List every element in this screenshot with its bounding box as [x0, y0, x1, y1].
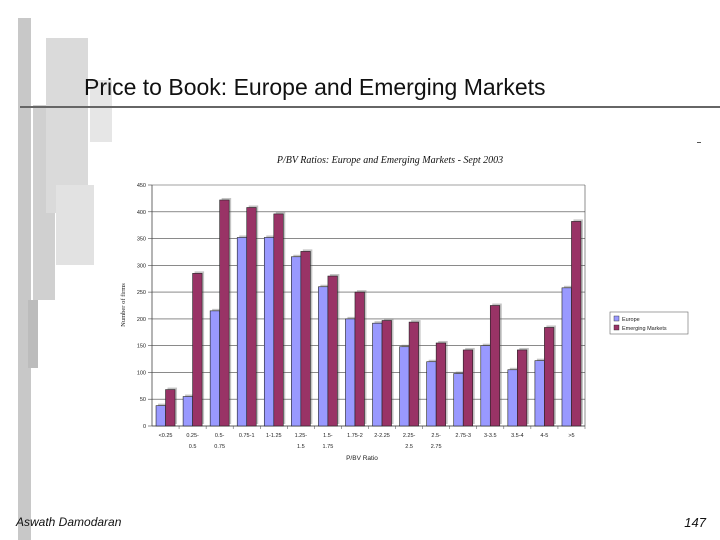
bar-emerging-markets [246, 207, 257, 427]
x-tick-label: 0.5- [215, 433, 225, 439]
x-tick-label: 2.75 [431, 444, 442, 450]
bar-emerging-markets [408, 321, 419, 427]
decorative-bar [56, 185, 94, 265]
bar-europe [426, 361, 437, 427]
bar-europe [372, 322, 383, 427]
x-tick-label: 1.75 [323, 444, 334, 450]
bar-europe [263, 237, 275, 427]
x-tick-label: 0.75 [214, 444, 225, 450]
bar-europe [182, 396, 193, 427]
legend-label: Europe [622, 317, 640, 323]
legend-swatch-emerging-markets [613, 324, 620, 331]
bar-europe [318, 286, 329, 427]
bars [155, 197, 583, 427]
bar-europe [480, 345, 491, 427]
x-tick-label: 2.25- [403, 433, 416, 439]
x-tick-label: 4-5 [540, 433, 548, 439]
x-tick-label: 3.5-4 [511, 433, 524, 439]
bar-emerging-markets [381, 320, 392, 427]
page-title: Price to Book: Europe and Emerging Marke… [84, 74, 546, 100]
bar-emerging-markets [435, 342, 446, 427]
decorative-bar [46, 38, 88, 213]
bar-emerging-markets [273, 213, 284, 427]
bar-emerging-markets [489, 305, 501, 427]
bar-europe [236, 237, 248, 427]
decorative-bar [18, 18, 31, 540]
x-tick-label: 1-1.25 [266, 433, 282, 439]
bar-europe [155, 405, 166, 427]
bar-europe [507, 369, 518, 427]
bar-emerging-markets [192, 273, 203, 427]
x-tick-label: 0.25- [186, 433, 199, 439]
x-tick-label: 2.5- [431, 433, 441, 439]
bar-europe [534, 360, 545, 427]
y-tick-label: 300 [137, 263, 146, 269]
bar-emerging-markets [462, 349, 474, 427]
x-tick-label: 1.75-2 [347, 433, 363, 439]
bar-emerging-markets [354, 291, 365, 427]
x-tick-label: 2.5 [405, 444, 413, 450]
decorative-bar [28, 300, 38, 368]
x-tick-label: 2-2.25 [374, 433, 390, 439]
x-tick-label: 0.75-1 [239, 433, 255, 439]
y-tick-label: 450 [137, 183, 146, 189]
bar-europe [291, 256, 302, 427]
y-axis-label: Number of firms [120, 283, 127, 327]
title-divider [20, 106, 720, 108]
page-number: 147 [684, 515, 706, 530]
x-tick-label: 3-3.5 [484, 433, 497, 439]
tick-labels: 0 50 100 150 200 250 300 350 400 450 <0.25 0.25- 0.5… [137, 183, 575, 450]
footer-author: Aswath Damodaran [16, 515, 122, 529]
x-tick-label: 0.5 [189, 444, 197, 450]
x-tick-label: >5 [568, 433, 574, 439]
bar-europe [561, 287, 572, 427]
y-tick-label: 250 [137, 290, 146, 296]
x-tick-label: 2.75-3 [455, 433, 471, 439]
bar-emerging-markets [517, 349, 528, 427]
y-tick-label: 50 [140, 397, 146, 403]
bar-emerging-markets [165, 389, 176, 427]
x-tick-label: 1.25- [295, 433, 308, 439]
bar-emerging-markets [544, 327, 555, 427]
legend: Europe Emerging Markets [609, 311, 689, 335]
x-tick-label: 1.5 [297, 444, 305, 450]
legend-box [609, 311, 689, 335]
bar-europe [209, 310, 220, 427]
bar-emerging-markets [300, 251, 311, 427]
y-tick-label: 150 [137, 344, 146, 350]
y-tick-label: 350 [137, 237, 146, 243]
bar-emerging-markets [571, 221, 582, 427]
bar-emerging-markets [327, 275, 338, 427]
legend-swatch-europe [613, 315, 620, 322]
y-tick-label: 0 [143, 424, 146, 430]
y-tick-label: 200 [137, 317, 146, 323]
chart-title: P/BV Ratios: Europe and Emerging Markets… [276, 155, 503, 166]
bar-europe [453, 373, 464, 427]
legend-label: Emerging Markets [622, 326, 667, 332]
x-tick-label: <0.25 [159, 433, 173, 439]
decorative-bar [90, 80, 112, 142]
y-tick-label: 400 [137, 210, 146, 216]
x-axis-label: P/BV Ratio [346, 455, 378, 462]
bar-europe [399, 346, 410, 427]
decorative-dash [697, 142, 701, 143]
y-tick-label: 100 [137, 370, 146, 376]
x-tick-label: 1.5- [323, 433, 333, 439]
bar-emerging-markets [219, 199, 230, 427]
bar-europe [345, 318, 356, 427]
